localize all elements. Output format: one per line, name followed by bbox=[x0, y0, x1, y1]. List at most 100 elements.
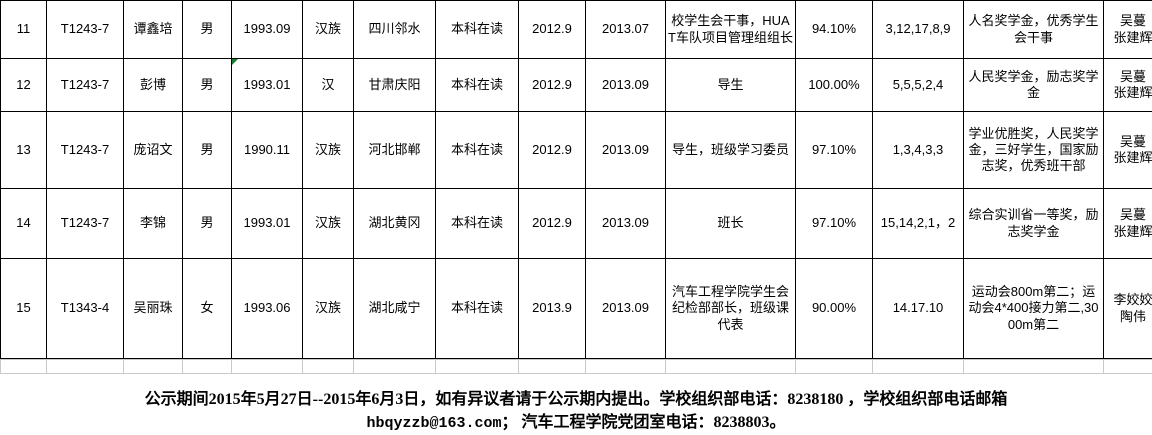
cell-referees[interactable]: 吴蔓 张建辉 bbox=[1104, 112, 1152, 189]
cell-enroll-date[interactable]: 2012.9 bbox=[519, 189, 586, 259]
cell-scores[interactable]: 1,3,4,3,3 bbox=[873, 112, 964, 189]
cell-ethnicity[interactable]: 汉族 bbox=[303, 259, 354, 359]
cell-rate[interactable]: 97.10% bbox=[796, 189, 873, 259]
notice-footer: 公示期间2015年5月27日--2015年6月3日，如有异议者请于公示期内提出。… bbox=[0, 388, 1152, 435]
cell-seq[interactable]: 12 bbox=[1, 59, 47, 112]
cell-positions[interactable]: 班长 bbox=[666, 189, 796, 259]
cell-birth[interactable]: 1993.09 bbox=[232, 1, 303, 59]
cell-name[interactable]: 彭博 bbox=[124, 59, 183, 112]
table-row[interactable]: 13 T1243-7 庞诏文 男 1990.11 汉族 河北邯郸 本科在读 20… bbox=[1, 112, 1152, 189]
cell-positions[interactable]: 校学生会干事，HUAT车队项目管理组组长 bbox=[666, 1, 796, 59]
cell-gender[interactable]: 男 bbox=[183, 112, 232, 189]
cell-party-date[interactable]: 2013.07 bbox=[586, 1, 666, 59]
spacer-cell bbox=[232, 360, 303, 374]
cell-education[interactable]: 本科在读 bbox=[436, 112, 519, 189]
referee-name-2: 张建辉 bbox=[1106, 150, 1152, 166]
referee-name-2: 张建辉 bbox=[1106, 85, 1152, 101]
referee-name-2: 陶伟 bbox=[1106, 309, 1152, 325]
spacer-cell bbox=[796, 360, 873, 374]
cell-rate[interactable]: 90.00% bbox=[796, 259, 873, 359]
cell-scores[interactable]: 3,12,17,8,9 bbox=[873, 1, 964, 59]
contact-email: hbqyzzb@163.com bbox=[366, 415, 501, 432]
cell-enroll-date[interactable]: 2012.9 bbox=[519, 1, 586, 59]
cell-party-date[interactable]: 2013.09 bbox=[586, 59, 666, 112]
cell-class-id[interactable]: T1243-7 bbox=[47, 189, 124, 259]
cell-referees[interactable]: 吴蔓 张建辉 bbox=[1104, 1, 1152, 59]
cell-awards[interactable]: 人名奖学金，优秀学生会干事 bbox=[964, 1, 1104, 59]
referee-name-2: 张建辉 bbox=[1106, 30, 1152, 46]
cell-rate[interactable]: 94.10% bbox=[796, 1, 873, 59]
cell-birth[interactable]: 1993.01 bbox=[232, 59, 303, 112]
spacer-cell bbox=[873, 360, 964, 374]
cell-positions[interactable]: 汽车工程学院学生会纪检部部长，班级课代表 bbox=[666, 259, 796, 359]
cell-party-date[interactable]: 2013.09 bbox=[586, 189, 666, 259]
cell-party-date[interactable]: 2013.09 bbox=[586, 112, 666, 189]
cell-education[interactable]: 本科在读 bbox=[436, 259, 519, 359]
cell-scores[interactable]: 15,14,2,1，2 bbox=[873, 189, 964, 259]
cell-gender[interactable]: 女 bbox=[183, 259, 232, 359]
cell-birth[interactable]: 1993.01 bbox=[232, 189, 303, 259]
cell-class-id[interactable]: T1343-4 bbox=[47, 259, 124, 359]
cell-ethnicity[interactable]: 汉族 bbox=[303, 112, 354, 189]
cell-ethnicity[interactable]: 汉族 bbox=[303, 1, 354, 59]
cell-seq[interactable]: 15 bbox=[1, 259, 47, 359]
cell-name[interactable]: 谭鑫培 bbox=[124, 1, 183, 59]
cell-birth[interactable]: 1993.06 bbox=[232, 259, 303, 359]
table-row[interactable]: 11 T1243-7 谭鑫培 男 1993.09 汉族 四川邻水 本科在读 20… bbox=[1, 1, 1152, 59]
table-row[interactable]: 15 T1343-4 吴丽珠 女 1993.06 汉族 湖北咸宁 本科在读 20… bbox=[1, 259, 1152, 359]
cell-scores[interactable]: 5,5,5,2,4 bbox=[873, 59, 964, 112]
cell-hometown[interactable]: 湖北黄冈 bbox=[354, 189, 436, 259]
spacer-cell bbox=[47, 360, 124, 374]
cell-class-id[interactable]: T1243-7 bbox=[47, 1, 124, 59]
cell-awards[interactable]: 运动会800m第二；运动会4*400接力第二,3000m第二 bbox=[964, 259, 1104, 359]
cell-awards[interactable]: 学业优胜奖，人民奖学金，三好学生，国家励志奖，优秀班干部 bbox=[964, 112, 1104, 189]
cell-hometown[interactable]: 湖北咸宁 bbox=[354, 259, 436, 359]
spacer-cell bbox=[586, 360, 666, 374]
cell-class-id[interactable]: T1243-7 bbox=[47, 112, 124, 189]
cell-rate[interactable]: 100.00% bbox=[796, 59, 873, 112]
cell-seq[interactable]: 14 bbox=[1, 189, 47, 259]
cell-name[interactable]: 吴丽珠 bbox=[124, 259, 183, 359]
public-notice-table: 11 T1243-7 谭鑫培 男 1993.09 汉族 四川邻水 本科在读 20… bbox=[0, 0, 1152, 359]
referee-name-1: 李姣姣 bbox=[1106, 292, 1152, 308]
cell-gender[interactable]: 男 bbox=[183, 59, 232, 112]
cell-seq[interactable]: 11 bbox=[1, 1, 47, 59]
cell-hometown[interactable]: 甘肃庆阳 bbox=[354, 59, 436, 112]
spacer-cell bbox=[519, 360, 586, 374]
cell-ethnicity[interactable]: 汉族 bbox=[303, 189, 354, 259]
cell-positions[interactable]: 导生 bbox=[666, 59, 796, 112]
cell-ethnicity[interactable]: 汉 bbox=[303, 59, 354, 112]
cell-gender[interactable]: 男 bbox=[183, 1, 232, 59]
cell-positions[interactable]: 导生，班级学习委员 bbox=[666, 112, 796, 189]
notice-line-1: 公示期间2015年5月27日--2015年6月3日，如有异议者请于公示期内提出。… bbox=[145, 391, 1008, 408]
referee-name-1: 吴蔓 bbox=[1106, 207, 1152, 223]
cell-enroll-date[interactable]: 2012.9 bbox=[519, 59, 586, 112]
table-row[interactable]: 12 T1243-7 彭博 男 1993.01 汉 甘肃庆阳 本科在读 2012… bbox=[1, 59, 1152, 112]
cell-hometown[interactable]: 河北邯郸 bbox=[354, 112, 436, 189]
cell-education[interactable]: 本科在读 bbox=[436, 1, 519, 59]
cell-class-id[interactable]: T1243-7 bbox=[47, 59, 124, 112]
cell-awards[interactable]: 综合实训省一等奖，励志奖学金 bbox=[964, 189, 1104, 259]
spacer-row bbox=[1, 360, 1152, 374]
cell-hometown[interactable]: 四川邻水 bbox=[354, 1, 436, 59]
cell-name[interactable]: 李锦 bbox=[124, 189, 183, 259]
cell-referees[interactable]: 吴蔓 张建辉 bbox=[1104, 59, 1152, 112]
cell-scores[interactable]: 14.17.10 bbox=[873, 259, 964, 359]
cell-education[interactable]: 本科在读 bbox=[436, 59, 519, 112]
cell-education[interactable]: 本科在读 bbox=[436, 189, 519, 259]
cell-seq[interactable]: 13 bbox=[1, 112, 47, 189]
cell-referees[interactable]: 吴蔓 张建辉 bbox=[1104, 189, 1152, 259]
cell-enroll-date[interactable]: 2013.9 bbox=[519, 259, 586, 359]
spacer-cell bbox=[1, 360, 47, 374]
empty-spacer-row bbox=[0, 359, 1152, 374]
cell-rate[interactable]: 97.10% bbox=[796, 112, 873, 189]
cell-awards[interactable]: 人民奖学金，励志奖学金 bbox=[964, 59, 1104, 112]
cell-birth[interactable]: 1990.11 bbox=[232, 112, 303, 189]
cell-enroll-date[interactable]: 2012.9 bbox=[519, 112, 586, 189]
cell-name[interactable]: 庞诏文 bbox=[124, 112, 183, 189]
notice-line-2-rest: ； 汽车工程学院党团室电话：8238803。 bbox=[502, 414, 786, 431]
table-row[interactable]: 14 T1243-7 李锦 男 1993.01 汉族 湖北黄冈 本科在读 201… bbox=[1, 189, 1152, 259]
cell-party-date[interactable]: 2013.09 bbox=[586, 259, 666, 359]
cell-referees[interactable]: 李姣姣 陶伟 bbox=[1104, 259, 1152, 359]
cell-gender[interactable]: 男 bbox=[183, 189, 232, 259]
